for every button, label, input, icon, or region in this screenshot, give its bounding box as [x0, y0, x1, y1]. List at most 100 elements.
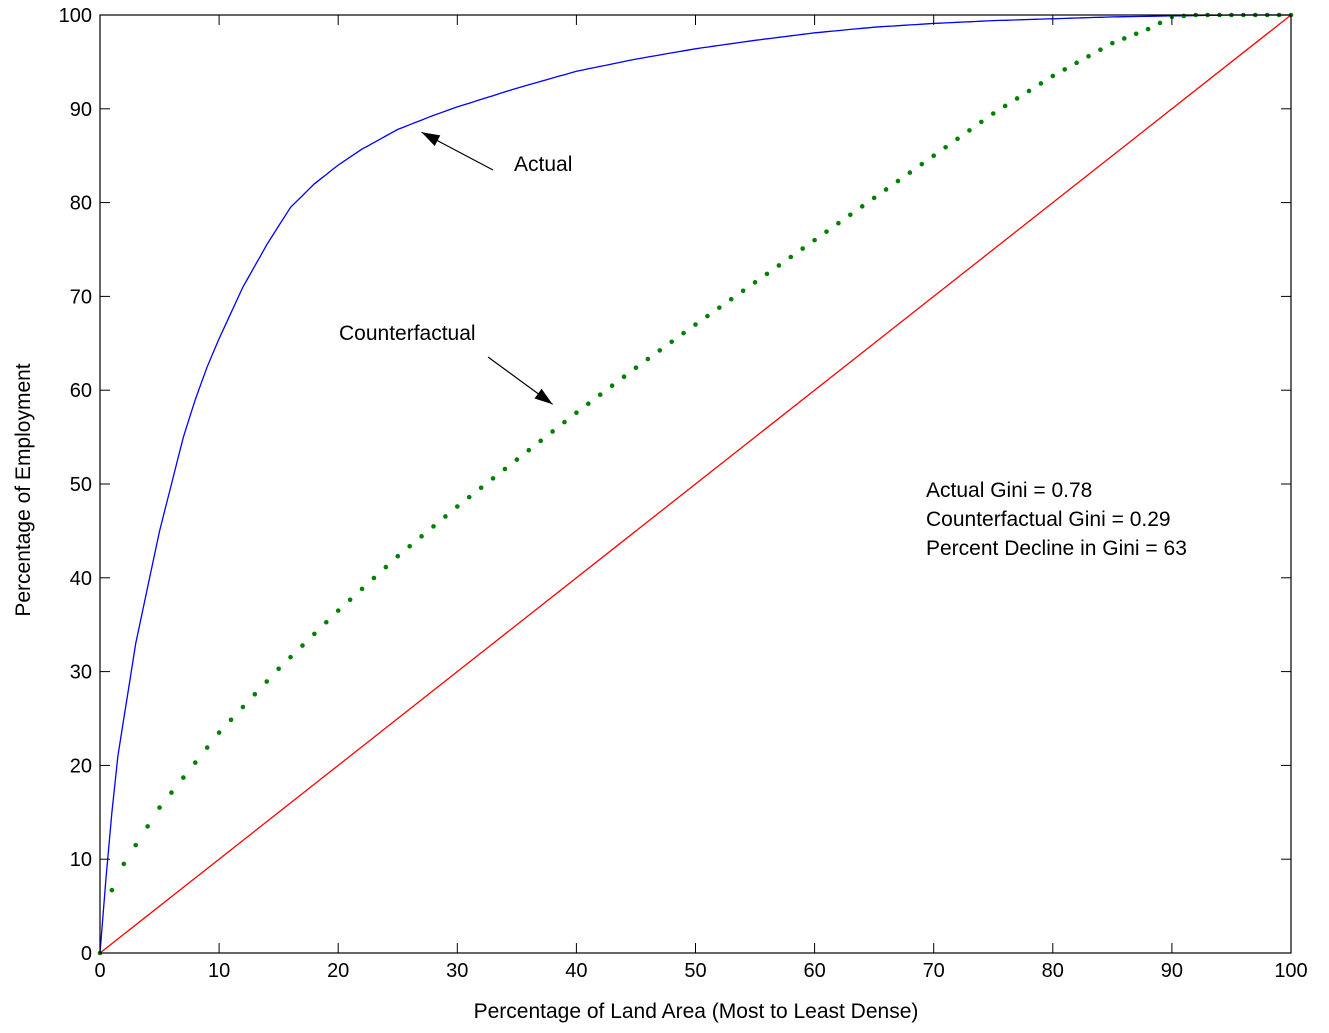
counterfactual-point — [681, 330, 686, 336]
counterfactual-point — [943, 144, 948, 150]
counterfactual-point — [264, 679, 270, 684]
y-tick-label: 20 — [70, 755, 92, 777]
counterfactual-point — [252, 691, 258, 697]
y-tick-label: 80 — [70, 193, 92, 215]
counterfactual-point — [347, 597, 353, 603]
counterfactual-point — [1074, 60, 1079, 66]
counterfactual-point — [502, 466, 508, 472]
counterfactual-point — [907, 170, 913, 175]
percent-decline-text: Percent Decline in Gini = 63 — [926, 537, 1187, 560]
x-tick-label: 60 — [803, 960, 825, 982]
y-tick-label: 100 — [59, 5, 92, 27]
annotations: Actual Counterfactual — [339, 131, 572, 405]
counterfactual-point — [478, 485, 484, 491]
y-tick-label: 70 — [70, 286, 92, 308]
counterfactual-point — [1145, 26, 1151, 32]
counterfactual-point — [419, 534, 424, 539]
counterfactual-point — [633, 365, 639, 370]
counterfactual-point — [407, 543, 412, 549]
counterfactual-point — [1110, 40, 1115, 46]
counterfactual-point — [490, 476, 496, 481]
counterfactual-point — [883, 187, 889, 192]
counterfactual-point — [1038, 81, 1044, 86]
counterfactual-point — [705, 313, 710, 319]
counterfactual-point — [693, 322, 698, 327]
gini-stats: Actual Gini = 0.78 Counterfactual Gini =… — [926, 479, 1187, 560]
counterfactual-point — [240, 704, 246, 710]
y-tick-label: 0 — [81, 943, 92, 965]
counterfactual-point — [395, 553, 401, 559]
counterfactual-point — [157, 805, 162, 810]
counterfactual-point — [323, 619, 329, 625]
y-tick-label: 10 — [70, 849, 92, 871]
counterfactual-point — [371, 575, 377, 581]
counterfactual-point — [300, 643, 305, 648]
axis-tick-labels: 0 10 20 30 40 50 60 70 80 90 100 0 10 20 30 40 50 60 70 80 9… — [59, 5, 1308, 982]
counterfactual-point — [609, 383, 615, 388]
x-tick-label: 40 — [565, 960, 587, 982]
counterfactual-point — [764, 271, 770, 277]
counterfactual-point — [955, 136, 960, 142]
x-tick-label: 50 — [684, 960, 706, 982]
counterfactual-point — [621, 374, 627, 379]
counterfactual-point — [597, 392, 603, 398]
actual-label: Actual — [514, 153, 572, 176]
counterfactual-point — [526, 447, 532, 453]
counterfactual-point — [169, 790, 174, 795]
counterfactual-point — [788, 254, 794, 260]
counterfactual-point — [1002, 103, 1008, 109]
actual-curve — [99, 14, 1291, 954]
counterfactual-point — [1098, 47, 1103, 53]
counterfactual-point — [871, 195, 877, 201]
equality-line — [99, 14, 1292, 954]
counterfactual-point — [1014, 96, 1020, 101]
axis-ticks — [99, 14, 1292, 954]
x-axis-label: Percentage of Land Area (Most to Least D… — [474, 1000, 919, 1023]
counterfactual-point — [133, 842, 139, 848]
counterfactual-point — [276, 666, 281, 672]
counterfactual-point — [312, 631, 317, 637]
counterfactual-point — [848, 212, 853, 218]
counterfactual-point — [538, 438, 543, 444]
counterfactual-point — [1157, 20, 1163, 26]
plot-lines — [97, 12, 1294, 956]
counterfactual-point — [431, 524, 436, 529]
counterfactual-point — [204, 745, 210, 750]
counterfactual-point — [216, 730, 222, 735]
counterfactual-point — [443, 514, 448, 519]
counterfactual-point — [967, 128, 972, 133]
counterfactual-point — [919, 161, 925, 167]
counterfactual-point — [776, 263, 782, 268]
counterfactual-point — [335, 608, 341, 613]
counterfactual-point — [1026, 88, 1032, 94]
counterfactual-point — [145, 824, 150, 829]
x-tick-label: 10 — [208, 960, 230, 982]
counterfactual-point — [859, 204, 865, 209]
y-tick-label: 90 — [70, 99, 92, 121]
counterfactual-point — [1050, 73, 1056, 79]
x-tick-label: 20 — [327, 960, 349, 982]
y-tick-label: 40 — [70, 568, 92, 590]
counterfactual-point — [824, 229, 829, 234]
x-tick-label: 0 — [94, 960, 105, 982]
y-tick-label: 30 — [70, 662, 92, 684]
counterfactual-point — [466, 494, 472, 500]
counterfactual-point — [181, 775, 186, 780]
counterfactual-point — [990, 111, 996, 116]
counterfactual-point — [1121, 36, 1127, 41]
x-tick-label: 70 — [923, 960, 945, 982]
counterfactual-point — [740, 288, 746, 294]
counterfactual-point — [1133, 31, 1139, 37]
counterfactual-point — [359, 586, 365, 592]
counterfactual-point — [192, 760, 198, 765]
counterfactual-point — [717, 305, 722, 310]
x-tick-label: 80 — [1042, 960, 1064, 982]
counterfactual-point — [657, 348, 663, 353]
counterfactual-point — [895, 178, 901, 184]
counterfactual-point — [812, 237, 817, 243]
counterfactual-point — [979, 119, 984, 125]
y-tick-label: 50 — [70, 474, 92, 496]
counterfactual-point — [669, 339, 674, 345]
